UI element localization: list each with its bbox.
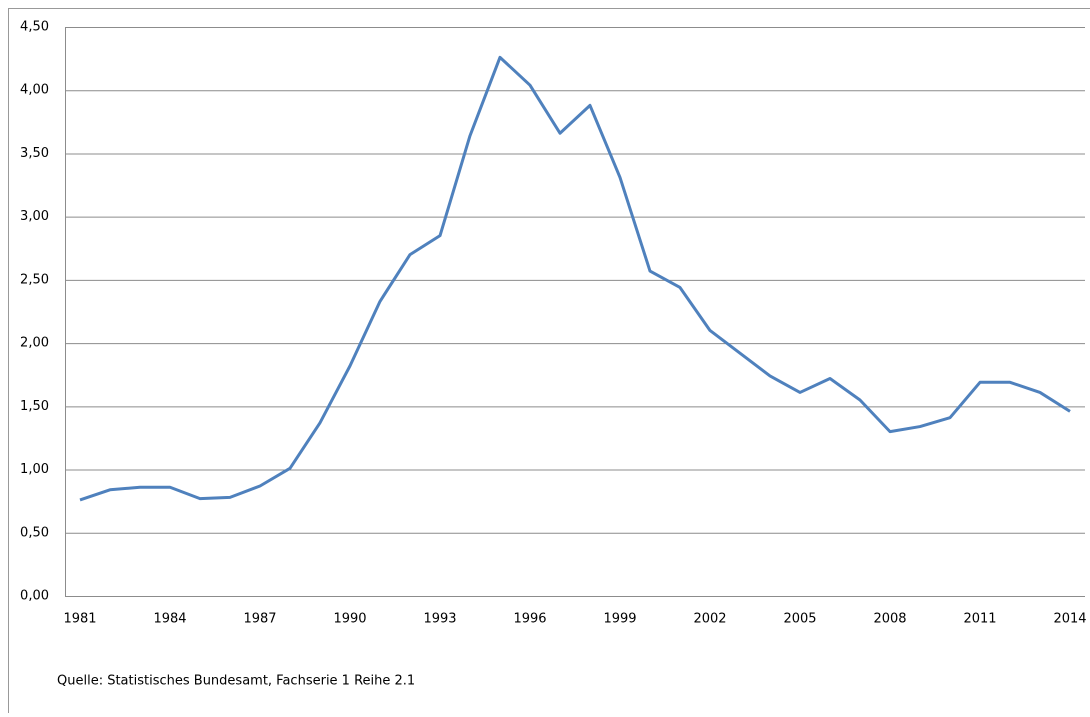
y-tick-label: 2,00	[20, 336, 49, 351]
x-tick-label: 2011	[963, 612, 996, 627]
source-note: Quelle: Statistisches Bundesamt, Fachser…	[57, 674, 415, 689]
x-tick-label: 1990	[333, 612, 366, 627]
y-tick-label: 1,00	[20, 462, 49, 477]
x-tick-label: 2014	[1053, 612, 1086, 627]
y-tick-label: 4,00	[20, 83, 49, 98]
y-tick-label: 0,50	[20, 525, 49, 540]
y-tick-label: 3,50	[20, 146, 49, 161]
x-tick-label: 1987	[243, 612, 276, 627]
x-tick-label: 2005	[783, 612, 816, 627]
y-tick-label: 3,00	[20, 209, 49, 224]
x-tick-label: 2002	[693, 612, 726, 627]
x-tick-label: 1993	[423, 612, 456, 627]
x-tick-label: 1996	[513, 612, 546, 627]
x-tick-label: 1999	[603, 612, 636, 627]
x-tick-label: 1984	[153, 612, 186, 627]
y-tick-label: 4,50	[20, 20, 49, 35]
y-tick-label: 0,00	[20, 589, 49, 604]
y-tick-label: 1,50	[20, 399, 49, 414]
x-tick-label: 2008	[873, 612, 906, 627]
x-tick-label: 1981	[63, 612, 96, 627]
y-tick-label: 2,50	[20, 272, 49, 287]
data-line	[80, 57, 1070, 500]
